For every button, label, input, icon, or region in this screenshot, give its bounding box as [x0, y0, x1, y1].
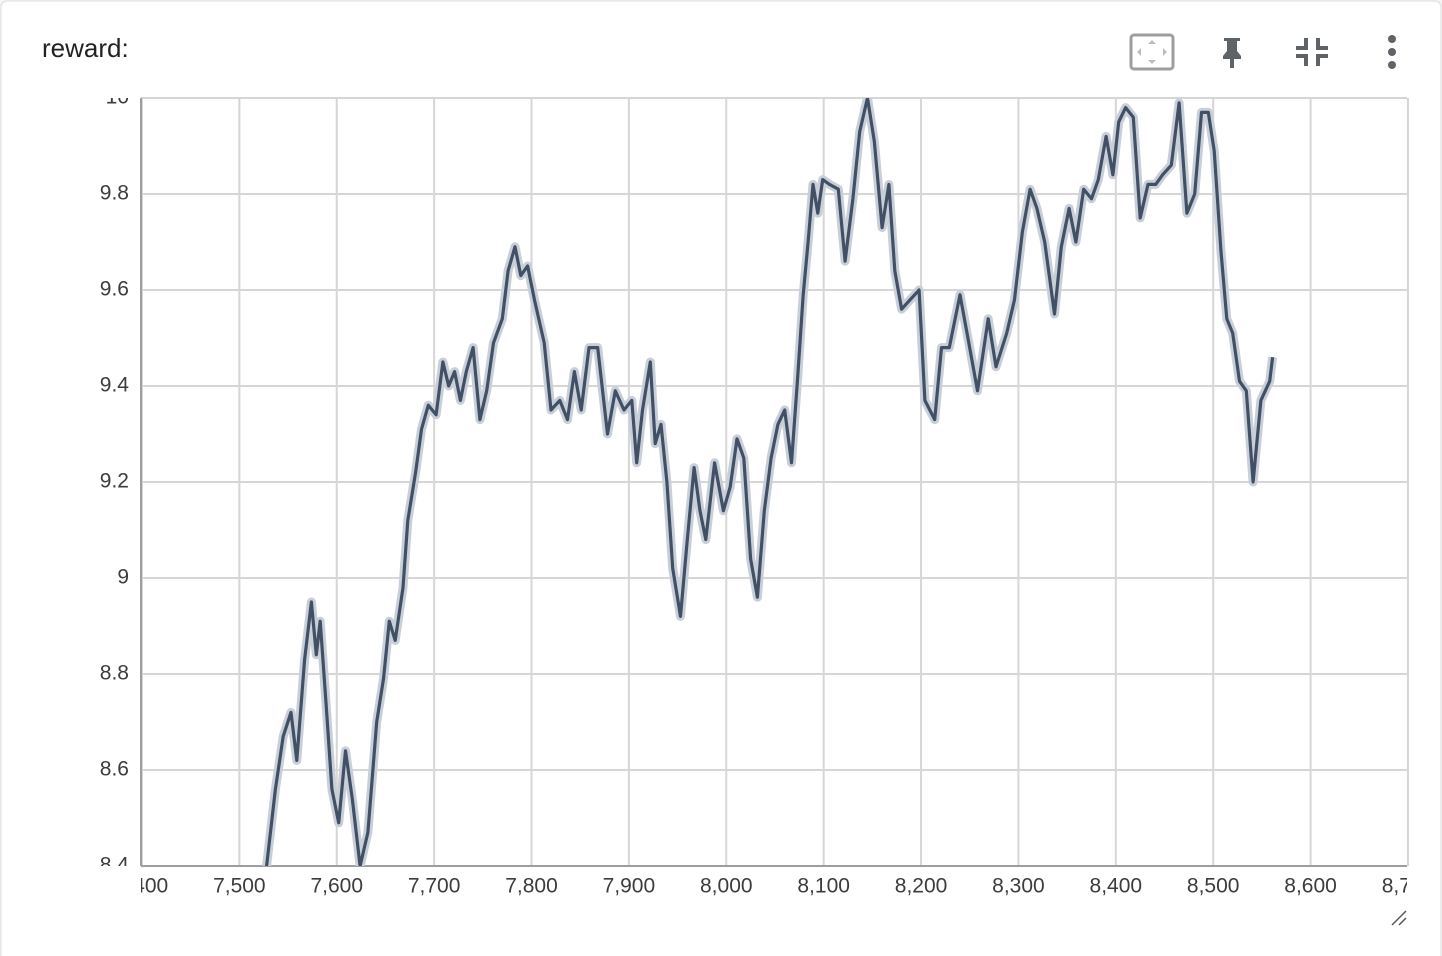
resize-handle[interactable] [1391, 910, 1407, 926]
x-tick-label: 7,600 [310, 875, 363, 898]
fit-button[interactable] [1129, 33, 1175, 71]
y-tick-label: 8.6 [100, 758, 129, 781]
x-tick-label: 8,100 [797, 875, 850, 898]
y-axis-labels: 8.4 8.6 8.8 9 9.2 9.4 9.6 9.8 10 [100, 86, 130, 877]
x-tick-label: 7,800 [505, 875, 558, 898]
x-tick-label: 8,500 [1187, 875, 1240, 898]
chart-title: reward: [42, 33, 129, 63]
x-axis-labels: 7,400 7,500 7,600 7,700 7,800 7,900 8,000 8,100… [116, 875, 1435, 898]
x-tick-label: 7,700 [408, 875, 461, 898]
y-tick-label: 8.4 [100, 854, 130, 877]
y-tick-label: 9.4 [100, 374, 130, 397]
x-tick-label: 7,900 [603, 875, 656, 898]
series-line [265, 98, 1275, 866]
more-button[interactable] [1388, 35, 1396, 69]
y-tick-label: 8.8 [100, 662, 129, 685]
y-tick-label: 9.2 [100, 470, 129, 493]
pin-button[interactable] [1223, 38, 1241, 68]
y-tick-label: 9.8 [100, 182, 129, 205]
x-tick-label: 8,200 [895, 875, 948, 898]
x-tick-label: 8,600 [1284, 875, 1337, 898]
x-tick-label: 8,400 [1090, 875, 1143, 898]
collapse-button[interactable] [1296, 38, 1328, 66]
plot-area [262, 98, 1278, 866]
x-tick-label: 7,500 [213, 875, 266, 898]
x-tick-label: 8,000 [700, 875, 753, 898]
x-tick-label: 8,300 [992, 875, 1045, 898]
y-tick-label: 10 [106, 86, 129, 109]
y-tick-label: 9.6 [100, 278, 129, 301]
y-tick-label: 9 [117, 566, 129, 589]
x-tick-label: 8,700 [1382, 875, 1435, 898]
x-tick-label: 7,400 [116, 875, 169, 898]
